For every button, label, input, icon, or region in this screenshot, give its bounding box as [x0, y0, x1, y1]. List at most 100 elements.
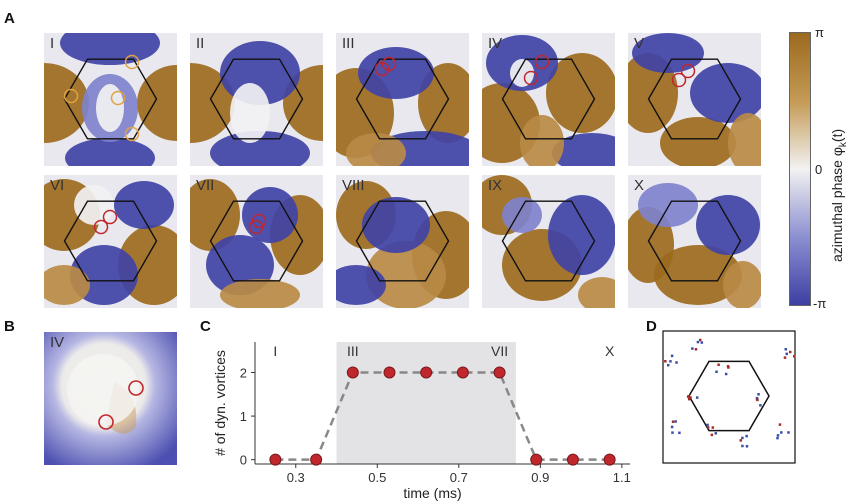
x-tick-label: 0.7	[450, 470, 468, 485]
scatter-point	[675, 361, 678, 364]
vortex-marker	[671, 72, 687, 88]
scatter-point	[689, 396, 692, 399]
scatter-point	[710, 433, 714, 437]
scatter-point	[687, 395, 691, 398]
scatter-point	[711, 426, 715, 429]
tile-label: VIII	[342, 177, 365, 194]
phase-map-tile: IV	[482, 33, 615, 166]
vortex-marker	[124, 54, 140, 70]
series-line	[275, 371, 610, 461]
phase-map-tile: VII	[190, 175, 323, 308]
data-point	[603, 453, 616, 466]
scatter-point	[700, 341, 704, 344]
scatter-point	[745, 445, 749, 448]
phase-map-tile: III	[336, 33, 469, 166]
scatter-point	[792, 355, 796, 358]
tile-label: VII	[196, 177, 215, 194]
colorbar-mid-label: 0	[815, 162, 823, 177]
panel-d	[662, 330, 796, 464]
phase-map	[190, 175, 323, 308]
scatter-point	[778, 423, 782, 426]
scatter-point	[741, 444, 744, 448]
panel-b-inset: IV	[44, 332, 177, 465]
phase-map-tile: V	[628, 33, 761, 166]
x-tick-label: 0.5	[368, 470, 386, 485]
scatter-point	[694, 348, 698, 351]
hexagon-outline	[355, 200, 450, 282]
x-axis-label: time (ms)	[403, 485, 461, 501]
scatter-point	[670, 354, 674, 358]
data-point	[383, 366, 396, 379]
scatter-point	[715, 370, 718, 374]
scatter-point	[780, 431, 783, 434]
phase-map-tile: X	[628, 175, 761, 308]
scatter-point	[724, 372, 728, 376]
shaded-region	[336, 342, 516, 464]
tile-label: X	[634, 177, 645, 194]
colorbar-axis-label: azimuthal phase φk(t)	[829, 128, 849, 262]
vortex-marker	[110, 90, 126, 106]
y-tick-label: 0	[240, 453, 247, 468]
data-point	[493, 366, 506, 379]
scatter-point	[785, 352, 789, 356]
panel-c-chart: 0 1 2 0.3 0.5 0.7 0.9 1.1 time (ms) # of dyn. vor…	[212, 342, 631, 501]
scatter-point	[776, 436, 779, 440]
x-tick-label: 0.3	[287, 470, 305, 485]
scatter-point	[706, 423, 709, 427]
chart-annotation: I	[273, 343, 277, 359]
phase-map-tile: VI	[44, 175, 177, 308]
vortex-marker	[534, 54, 550, 70]
phase-map	[44, 175, 177, 308]
phase-map	[628, 33, 761, 166]
panel-letter-b: B	[4, 318, 15, 335]
scatter-point	[674, 420, 677, 423]
phase-map	[336, 175, 469, 308]
phase-map	[482, 175, 615, 308]
vortex-marker	[93, 219, 109, 235]
data-point	[456, 366, 469, 379]
hexagon-outline	[647, 200, 742, 282]
phase-map	[482, 33, 615, 166]
scatter-point	[717, 363, 720, 367]
scatter-point	[757, 393, 760, 396]
scatter-point	[691, 347, 694, 350]
vortex-marker	[523, 70, 539, 86]
y-tick-label: 2	[240, 366, 247, 381]
data-point	[269, 453, 282, 466]
tile-label: I	[50, 35, 55, 52]
scatter-point	[788, 350, 792, 354]
phase-map-tile: II	[190, 33, 323, 166]
scatter-point	[671, 420, 675, 423]
chart-annotation: III	[347, 343, 359, 359]
colorbar	[789, 32, 811, 306]
scatter-point	[664, 359, 667, 363]
scatter-point	[714, 432, 718, 435]
tile-label: IV	[488, 35, 503, 52]
scatter-point	[759, 404, 762, 407]
tile-label: IX	[488, 177, 503, 194]
data-point	[566, 453, 579, 466]
data-point	[420, 366, 433, 379]
hexagon-outline	[355, 58, 450, 140]
hexagon-outline	[209, 200, 304, 282]
scatter-point	[787, 431, 790, 434]
panel-letter-a: A	[4, 10, 15, 27]
vortex-marker	[374, 61, 390, 77]
x-tick-label: 0.9	[531, 470, 549, 485]
phase-map-tile: VIII	[336, 175, 469, 308]
vortex-marker	[102, 209, 118, 225]
hexagon-outline	[501, 58, 596, 140]
phase-map	[190, 33, 323, 166]
data-point	[346, 366, 359, 379]
scatter-point	[745, 434, 748, 438]
phase-map-tile: IX	[482, 175, 615, 308]
scatter-point	[784, 348, 788, 351]
panel-b-label: IV	[50, 334, 65, 351]
panel-b-map	[44, 332, 177, 465]
hexagon-outline	[209, 58, 304, 140]
scatter-point	[756, 398, 759, 402]
panel-d-frame	[662, 330, 796, 464]
x-tick-label: 1.1	[613, 470, 631, 485]
scatter-point	[696, 340, 700, 344]
panel-letter-d: D	[646, 318, 657, 335]
